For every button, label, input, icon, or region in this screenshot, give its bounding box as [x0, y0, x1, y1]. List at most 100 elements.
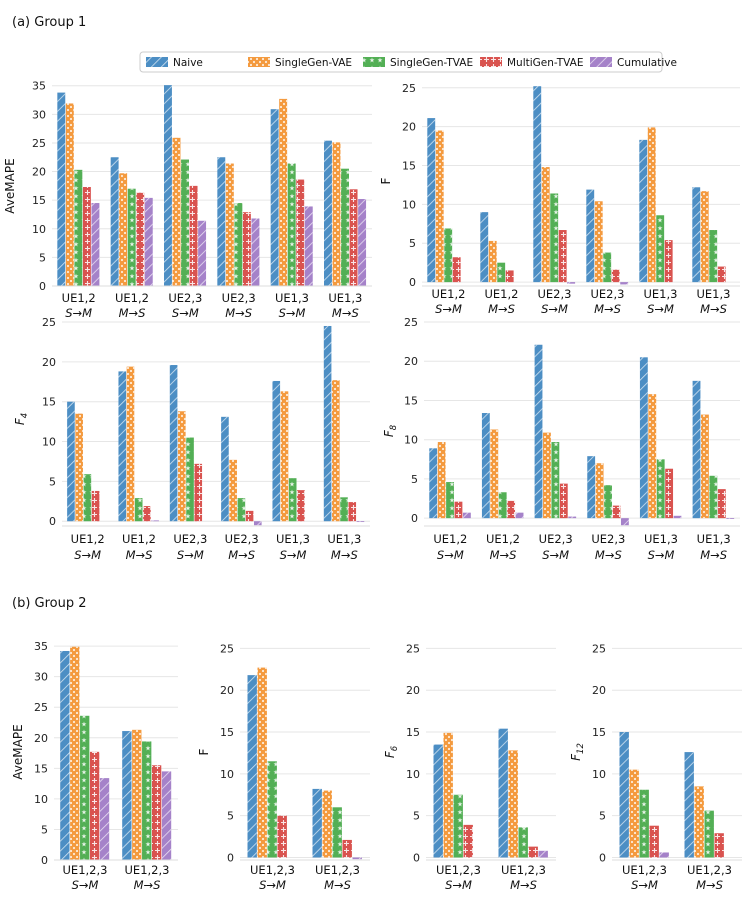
panel-a3: 0 5 10 15 20 25 F4 UE1,2 S→M UE1,2 M→S UE2,3 S→M UE2,…: [13, 316, 370, 562]
bar-hatch: [136, 192, 145, 286]
legend-swatch-pattern: [363, 57, 385, 67]
bar-hatch: [312, 788, 322, 858]
bar-hatch: [620, 518, 629, 526]
group-b-label: (b) Group 2: [12, 596, 87, 611]
bar-hatch: [349, 189, 358, 286]
x-tick-label: UE2,3: [225, 532, 259, 546]
bar-hatch: [198, 220, 207, 286]
x-tick-label: UE1,3: [276, 532, 310, 546]
bar-hatch: [358, 199, 367, 286]
bar-hatch: [595, 463, 604, 519]
bar-hatch: [620, 282, 629, 285]
x-tick-label: UE1,2,3: [436, 863, 481, 877]
bar-hatch: [91, 490, 100, 522]
x-tick-sublabel: S→M: [74, 548, 101, 562]
x-tick-label: UE1,2,3: [315, 863, 360, 877]
bar-hatch: [717, 266, 726, 283]
bar-hatch: [508, 750, 518, 858]
bar-hatch: [287, 163, 296, 286]
bar-hatch: [558, 230, 567, 283]
y-tick-label: 10: [406, 768, 420, 781]
bar-hatch: [673, 515, 682, 519]
bar-hatch: [704, 810, 714, 858]
y-axis-label: F8: [382, 424, 399, 437]
bar-hatch: [340, 497, 348, 522]
bar-hatch: [543, 432, 551, 519]
bar-hatch: [659, 852, 669, 858]
x-tick-sublabel: M→S: [488, 302, 515, 316]
y-axis-label: F: [379, 177, 393, 184]
x-tick-sublabel: S→M: [445, 878, 472, 892]
bar-hatch: [352, 857, 362, 860]
bar-hatch: [65, 103, 74, 287]
bar-hatch: [462, 512, 471, 519]
bar-hatch: [518, 827, 528, 858]
bar-hatch: [701, 414, 709, 519]
x-tick-sublabel: M→S: [700, 548, 727, 562]
bar-hatch: [480, 212, 489, 283]
y-tick-label: 5: [41, 823, 48, 836]
x-tick-sublabel: S→M: [280, 548, 307, 562]
bar-hatch: [586, 189, 595, 283]
y-tick-label: 25: [32, 137, 46, 150]
bar-hatch: [538, 850, 548, 858]
y-tick-label: 10: [32, 223, 46, 236]
legend-item-singlegen-tvae: SingleGen-TVAE: [363, 57, 473, 69]
bar-hatch: [80, 715, 90, 860]
bar-hatch: [279, 98, 288, 286]
y-tick-label: 5: [599, 810, 606, 823]
bar-hatch: [178, 411, 186, 522]
y-tick-label: 5: [409, 237, 416, 250]
legend-swatch-pattern: [248, 57, 270, 67]
x-tick-label: UE1,3: [327, 532, 361, 546]
y-tick-label: 15: [592, 726, 606, 739]
x-tick-label: UE1,2,3: [622, 863, 667, 877]
x-tick-label: UE2,3: [539, 532, 573, 546]
bar-hatch: [75, 413, 83, 522]
bar-hatch: [270, 109, 279, 287]
y-tick-label: 0: [411, 512, 418, 525]
y-tick-label: 20: [404, 355, 418, 368]
bar-hatch: [74, 169, 83, 286]
x-tick-sublabel: S→M: [437, 548, 464, 562]
bar-hatch: [229, 459, 237, 522]
bar-hatch: [648, 394, 657, 519]
y-tick-label: 25: [42, 316, 56, 329]
y-tick-label: 15: [32, 194, 46, 207]
x-tick-label: UE1,2,3: [63, 863, 108, 877]
x-tick-sublabel: S→M: [172, 306, 199, 320]
y-tick-label: 15: [406, 726, 420, 739]
bar-hatch: [332, 807, 342, 858]
bar-hatch: [82, 187, 91, 286]
x-tick-sublabel: M→S: [490, 548, 517, 562]
bar-hatch: [446, 482, 454, 519]
bar-hatch: [181, 159, 189, 286]
y-tick-label: 20: [402, 121, 416, 134]
bar-hatch: [151, 765, 162, 860]
bar-hatch: [297, 490, 305, 522]
y-tick-label: 15: [402, 160, 416, 173]
x-tick-label: UE1,3: [328, 291, 362, 305]
legend-label-cumulative: Cumulative: [617, 57, 677, 69]
bar-hatch: [656, 215, 665, 283]
bar-hatch: [251, 218, 260, 286]
bar-hatch: [126, 366, 135, 522]
y-axis-label: F4: [13, 413, 30, 425]
bar-hatch: [656, 459, 665, 519]
y-tick-label: 15: [220, 726, 234, 739]
x-tick-sublabel: S→M: [177, 548, 204, 562]
panel-a2: 0510152025FUE1,2S→MUE1,2M→SUE2,3S→MUE2,3…: [379, 82, 740, 316]
x-tick-sublabel: S→M: [259, 878, 286, 892]
bar-hatch: [639, 357, 648, 519]
bar-hatch: [60, 651, 70, 860]
x-tick-sublabel: S→M: [541, 302, 568, 316]
bar-hatch: [234, 203, 243, 286]
y-tick-label: 20: [42, 356, 56, 369]
legend-swatch-pattern: [590, 57, 612, 67]
bar-hatch: [247, 675, 257, 858]
x-tick-sublabel: M→S: [594, 302, 621, 316]
y-tick-label: 20: [34, 732, 48, 745]
bar-hatch: [700, 191, 709, 283]
y-tick-label: 10: [592, 768, 606, 781]
x-tick-label: UE1,2: [432, 287, 466, 301]
